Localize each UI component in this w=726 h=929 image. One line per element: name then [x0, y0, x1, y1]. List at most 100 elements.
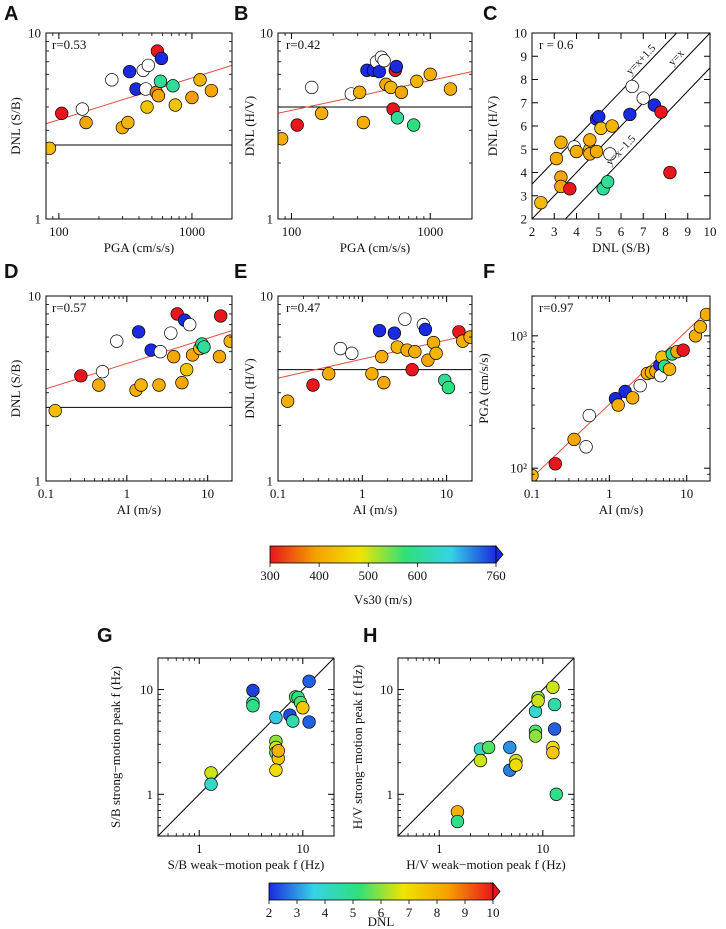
panel-g-y-axis-label: S/B strong−motion peak f (Hz): [108, 666, 123, 828]
panel-c-y-tick-label-2: 4: [521, 165, 528, 180]
panel-f-ai-vs-pga: 0.1 1 10 10² 10³ AI (m/s) PGA (cm/s/s) r=0.97: [476, 295, 711, 517]
panel-f-point-22: [693, 320, 707, 334]
panel-c-x-tick-label-7: 9: [685, 224, 692, 239]
panel-a-point-18: [166, 79, 180, 93]
panel-f-point-1: [548, 457, 562, 471]
panel-b-point-3: [314, 106, 329, 120]
panel-c-x-tick-label-8: 10: [704, 224, 717, 239]
colorbar-vs30-arrow: [495, 544, 504, 565]
panel-a-point-1: [55, 106, 69, 120]
panel-a-frame: [45, 32, 233, 220]
panel-f-point-9: [633, 379, 647, 393]
panel-e-frame: [277, 295, 473, 482]
panel-h-y-axis-label: H/V strong−motion peak f (Hz): [350, 665, 365, 830]
panel-e-point-2: [322, 367, 336, 381]
panel-e-point-7: [375, 350, 389, 364]
colorbar-vs30-tick-label-0: 300: [260, 568, 280, 583]
panel-e-point-21: [441, 380, 456, 395]
panel-c-point-19: [623, 107, 637, 122]
panel-g-point-17: [296, 701, 310, 715]
panel-c-y-tick-label-3: 5: [521, 142, 528, 157]
panel-d-point-4: [110, 334, 124, 348]
panel-c-guide-label-1: y=x: [666, 47, 687, 68]
panel-d-point-23: [214, 309, 228, 323]
panel-a-point-11: [140, 100, 154, 114]
panel-c-point-18: [605, 119, 619, 133]
panel-c-point-5: [563, 182, 577, 196]
panel-d-frame: [45, 295, 233, 482]
panel-a-point-12: [141, 58, 155, 73]
colorbar-vs30-title: Vs30 (m/s): [354, 592, 412, 607]
panel-c-point-4: [554, 135, 568, 149]
panel-c-y-axis-label: DNL (H/V): [485, 96, 500, 157]
panel-b-point-0: [278, 132, 289, 146]
panel-g-point-4: [246, 699, 260, 713]
panel-c-point-11: [589, 144, 604, 159]
panel-g-x-tick-label-0: 1: [196, 841, 203, 856]
panel-d-point-0: [48, 404, 62, 418]
panel-a-y-tick-label-0: 1: [35, 212, 42, 227]
panel-a-x-tick-label-0: 100: [49, 224, 69, 239]
panel-c-y-tick-label-1: 3: [521, 188, 528, 203]
panel-d-y-tick-label-0: 1: [35, 474, 42, 489]
colorbar-dnl-tick-label-3: 5: [350, 905, 357, 920]
colorbar-vs30-gradient: [269, 545, 497, 564]
panel-c-y-tick-label-7: 9: [521, 49, 528, 64]
panel-g-frame: [157, 657, 335, 837]
panel-d-point-22: [212, 350, 227, 364]
colorbar-vs30-tick-label-1: 400: [309, 568, 329, 583]
panel-d-point-1: [74, 369, 88, 383]
panel-c-point-16: [601, 175, 615, 189]
panel-e-y-axis-label: DNL (H/V): [242, 358, 257, 419]
panel-a-point-7: [122, 64, 137, 79]
colorbar-dnl-tick-label-1: 3: [294, 905, 301, 920]
panel-a-correlation-label: r=0.53: [52, 37, 86, 52]
panel-c-x-tick-label-2: 4: [573, 224, 580, 239]
panel-h-point-14: [546, 680, 560, 694]
colorbar-dnl-title: DNL: [368, 914, 395, 929]
panel-b-point-18: [390, 111, 405, 125]
panel-e-point-0: [280, 394, 295, 408]
panel-h-point-1: [450, 814, 465, 829]
panel-d-point-3: [95, 365, 110, 379]
panel-e-point-8: [377, 376, 391, 390]
panel-c-point-14: [594, 121, 608, 135]
panel-a-x-tick-label-1: 1000: [179, 224, 205, 239]
panel-a-point-4: [105, 73, 119, 87]
panel-h-y-tick-label-0: 1: [387, 787, 394, 802]
panel-d-correlation-label: r=0.57: [52, 300, 87, 315]
panel-e-point-6: [372, 323, 387, 338]
panel-d-point-12: [167, 350, 181, 364]
panel-c-point-0: [534, 196, 548, 210]
panel-g-point-0: [204, 766, 218, 780]
panel-b-point-23: [443, 82, 458, 96]
panel-f-point-3: [579, 440, 593, 454]
panel-h-point-8: [509, 758, 523, 772]
panel-g-point-18: [302, 674, 316, 688]
panel-a-point-20: [185, 90, 199, 105]
panel-letter-b: B: [234, 3, 248, 25]
panel-b-point-5: [352, 85, 367, 99]
panel-c-y-tick-label-0: 2: [521, 212, 528, 227]
colorbar-dnl-tick-label-0: 2: [266, 905, 273, 920]
panel-b-point-2: [305, 80, 319, 95]
panel-h-point-4: [481, 740, 496, 755]
colorbar-dnl-tick-label-7: 9: [462, 905, 469, 920]
panel-d-x-axis-label: AI (m/s): [117, 502, 161, 517]
panel-d-point-17: [183, 318, 197, 332]
panel-g-y-tick-label-1: 10: [140, 682, 153, 697]
panel-e-point-14: [408, 345, 422, 359]
panel-c-point-21: [636, 91, 650, 105]
panel-b-point-20: [407, 118, 421, 132]
panel-c-point-1: [549, 151, 564, 166]
panel-d-point-10: [153, 345, 168, 359]
panel-a-point-22: [204, 83, 219, 98]
panel-b-point-6: [356, 115, 371, 130]
panel-h-point-13: [531, 694, 545, 708]
panel-d-point-16: [180, 362, 194, 377]
panel-c-x-tick-label-4: 6: [618, 224, 625, 239]
panel-b-point-1: [290, 118, 304, 132]
panel-letter-h: H: [363, 625, 377, 647]
panel-e-point-4: [345, 346, 359, 360]
